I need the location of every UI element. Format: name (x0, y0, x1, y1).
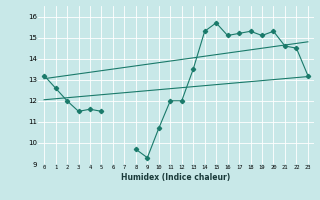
X-axis label: Humidex (Indice chaleur): Humidex (Indice chaleur) (121, 173, 231, 182)
